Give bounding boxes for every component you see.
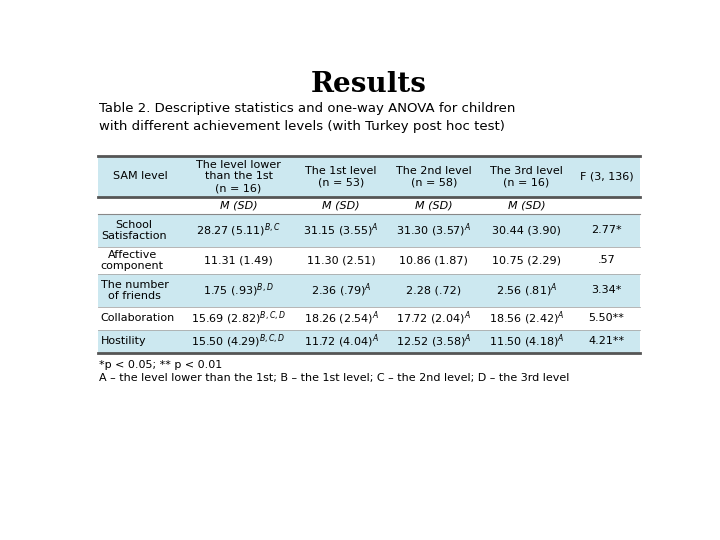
Text: 11.31 (1.49): 11.31 (1.49) (204, 255, 273, 265)
Text: The number
of friends: The number of friends (101, 280, 168, 301)
Text: The 2nd level
(n = 58): The 2nd level (n = 58) (396, 166, 472, 187)
Text: 12.52 (3.58)$^{A}$: 12.52 (3.58)$^{A}$ (396, 333, 472, 350)
Bar (98, 274, 182, 307)
Text: 31.15 (3.55)$^{A}$: 31.15 (3.55)$^{A}$ (303, 221, 379, 239)
Text: 11.50 (4.18)$^{A}$: 11.50 (4.18)$^{A}$ (488, 333, 564, 350)
Bar (182, 214, 295, 247)
Text: 18.56 (2.42)$^{A}$: 18.56 (2.42)$^{A}$ (488, 309, 564, 327)
Text: Collaboration: Collaboration (101, 313, 175, 323)
Text: 10.75 (2.29): 10.75 (2.29) (492, 255, 561, 265)
Bar (480, 197, 572, 214)
Bar (98, 247, 182, 274)
Text: 2.77*: 2.77* (591, 225, 622, 235)
Text: 30.44 (3.90): 30.44 (3.90) (492, 225, 561, 235)
Text: 4.21**: 4.21** (588, 336, 624, 346)
Text: The level lower
than the 1st
(n = 16): The level lower than the 1st (n = 16) (196, 160, 281, 193)
Bar (387, 247, 480, 274)
Text: Affective
component: Affective component (101, 249, 164, 271)
Bar (182, 307, 295, 330)
Text: Hostility: Hostility (101, 336, 146, 346)
Text: 2.28 (.72): 2.28 (.72) (406, 286, 462, 295)
Bar (480, 156, 572, 197)
Text: 15.50 (4.29)$^{B,C,D}$: 15.50 (4.29)$^{B,C,D}$ (192, 333, 286, 350)
Bar (572, 307, 640, 330)
Bar (182, 247, 295, 274)
Bar (98, 156, 182, 197)
Text: 11.72 (4.04)$^{A}$: 11.72 (4.04)$^{A}$ (304, 333, 379, 350)
Text: 17.72 (2.04)$^{A}$: 17.72 (2.04)$^{A}$ (396, 309, 471, 327)
Bar (572, 274, 640, 307)
Bar (98, 307, 182, 330)
Bar (295, 330, 387, 353)
Bar (480, 307, 572, 330)
Text: SAM level: SAM level (112, 172, 167, 181)
Text: 2.36 (.79)$^{A}$: 2.36 (.79)$^{A}$ (311, 282, 372, 299)
Bar (182, 274, 295, 307)
Text: *p < 0.05; ** p < 0.01: *p < 0.05; ** p < 0.01 (99, 361, 222, 370)
Text: The 3rd level
(n = 16): The 3rd level (n = 16) (490, 166, 563, 187)
Text: .57: .57 (598, 255, 616, 265)
Bar (387, 197, 480, 214)
Text: 10.86 (1.87): 10.86 (1.87) (400, 255, 468, 265)
Text: Results: Results (311, 71, 427, 98)
Bar (480, 247, 572, 274)
Bar (387, 274, 480, 307)
Text: 3.34*: 3.34* (591, 286, 621, 295)
Bar (387, 330, 480, 353)
Text: 28.27 (5.11)$^{B,C}$: 28.27 (5.11)$^{B,C}$ (196, 221, 281, 239)
Text: M (SD): M (SD) (220, 201, 257, 211)
Bar (387, 307, 480, 330)
Text: M (SD): M (SD) (323, 201, 360, 211)
Text: The 1st level
(n = 53): The 1st level (n = 53) (305, 166, 377, 187)
Text: 31.30 (3.57)$^{A}$: 31.30 (3.57)$^{A}$ (396, 221, 472, 239)
Bar (480, 330, 572, 353)
Text: 1.75 (.93)$^{B,D}$: 1.75 (.93)$^{B,D}$ (203, 282, 274, 299)
Bar (387, 214, 480, 247)
Bar (98, 330, 182, 353)
Text: 11.30 (2.51): 11.30 (2.51) (307, 255, 375, 265)
Text: A – the level lower than the 1st; B – the 1st level; C – the 2nd level; D – the : A – the level lower than the 1st; B – th… (99, 373, 570, 383)
Bar (387, 156, 480, 197)
Bar (572, 214, 640, 247)
Bar (295, 247, 387, 274)
Bar (98, 214, 182, 247)
Text: F (3, 136): F (3, 136) (580, 172, 634, 181)
Text: M (SD): M (SD) (508, 201, 545, 211)
Bar (572, 197, 640, 214)
Bar (295, 197, 387, 214)
Text: 15.69 (2.82)$^{B,C,D}$: 15.69 (2.82)$^{B,C,D}$ (191, 309, 286, 327)
Text: 5.50**: 5.50** (588, 313, 624, 323)
Bar (182, 330, 295, 353)
Bar (572, 330, 640, 353)
Text: M (SD): M (SD) (415, 201, 453, 211)
Text: School
Satisfaction: School Satisfaction (101, 220, 166, 241)
Bar (98, 197, 182, 214)
Text: Table 2. Descriptive statistics and one-way ANOVA for children
with different ac: Table 2. Descriptive statistics and one-… (99, 102, 516, 133)
Bar (480, 214, 572, 247)
Bar (295, 307, 387, 330)
Text: 18.26 (2.54)$^{A}$: 18.26 (2.54)$^{A}$ (304, 309, 379, 327)
Text: 2.56 (.81)$^{A}$: 2.56 (.81)$^{A}$ (495, 282, 557, 299)
Bar (182, 197, 295, 214)
Bar (572, 156, 640, 197)
Bar (295, 214, 387, 247)
Bar (480, 274, 572, 307)
Bar (295, 156, 387, 197)
Bar (572, 247, 640, 274)
Bar (182, 156, 295, 197)
Bar (295, 274, 387, 307)
